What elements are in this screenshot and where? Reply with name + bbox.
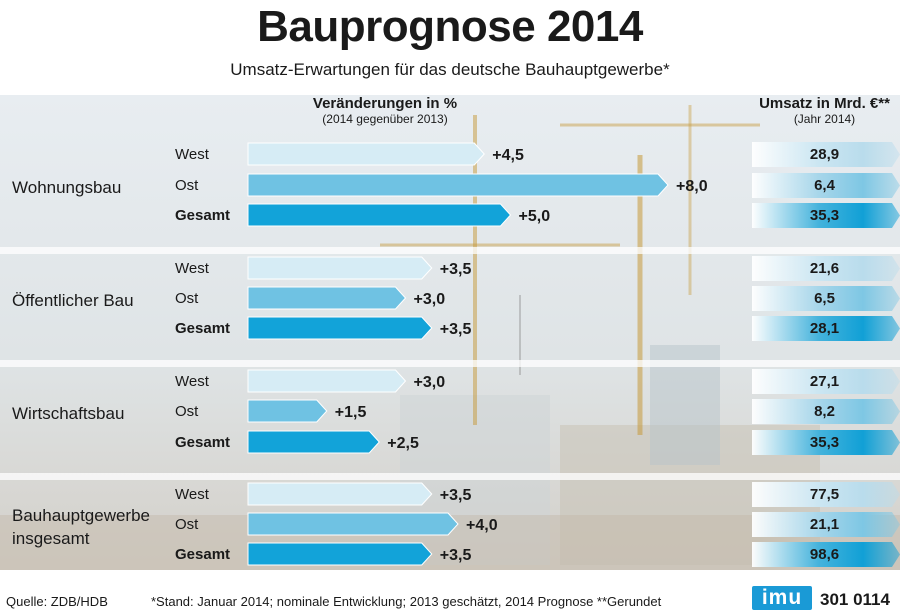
revenue-value: 27,1 <box>809 373 840 390</box>
change-value-label: +3,5 <box>440 261 472 278</box>
change-column-header: Veränderungen in % (2014 gegenüber 2013) <box>270 95 500 126</box>
revenue-band <box>752 482 900 507</box>
imu-logo: imu <box>752 586 812 610</box>
revenue-value: 8,2 <box>814 403 835 420</box>
group-label-wirtschaftsbau: Wirtschaftsbau <box>12 404 125 423</box>
source-note: Quelle: ZDB/HDB <box>6 594 108 609</box>
revenue-value: 77,5 <box>809 486 840 503</box>
revenue-value: 21,1 <box>809 516 840 533</box>
revenue-band <box>752 542 900 567</box>
revenue-band <box>752 430 900 455</box>
change-value-label: +8,0 <box>676 178 708 195</box>
change-value-label: +3,5 <box>440 487 472 504</box>
revenue-header-subtitle: (Jahr 2014) <box>793 112 856 126</box>
change-value-label: +5,0 <box>519 208 551 225</box>
change-bar-gesamt <box>247 316 433 340</box>
revenue-band <box>752 512 900 537</box>
revenue-value: 98,6 <box>809 546 840 563</box>
change-bar-ost <box>247 512 459 536</box>
footnote: *Stand: Januar 2014; nominale Entwicklun… <box>151 594 662 609</box>
change-value-label: +4,0 <box>466 517 498 534</box>
revenue-band <box>752 256 900 281</box>
group-separator <box>0 473 900 480</box>
row-label-west: West <box>175 486 209 503</box>
change-value-label: +3,0 <box>414 374 446 391</box>
row-label-gesamt: Gesamt <box>175 434 231 451</box>
row-label-west: West <box>175 260 209 277</box>
change-bar-west <box>247 142 485 166</box>
revenue-value: 35,3 <box>809 207 840 224</box>
change-value-label: +4,5 <box>492 147 524 164</box>
row-label-gesamt: Gesamt <box>175 546 231 563</box>
revenue-value: 28,1 <box>809 320 840 337</box>
row-label-ost: Ost <box>175 290 199 307</box>
change-value-label: +3,0 <box>414 291 446 308</box>
revenue-band <box>752 203 900 228</box>
change-bar-west <box>247 256 433 280</box>
row-label-gesamt: Gesamt <box>175 320 231 337</box>
revenue-band <box>752 316 900 341</box>
change-value-label: +3,5 <box>440 321 472 338</box>
change-bar-ost <box>247 286 407 310</box>
change-value-label: +1,5 <box>335 404 367 421</box>
change-bar-west <box>247 369 407 393</box>
change-header-title: Veränderungen in % <box>312 95 458 112</box>
row-label-west: West <box>175 373 209 390</box>
revenue-value: 21,6 <box>809 260 840 277</box>
group-separator <box>0 247 900 254</box>
revenue-band <box>752 173 900 198</box>
revenue-band <box>752 286 900 311</box>
group-label-wohnungsbau: Wohnungsbau <box>12 178 122 197</box>
group-separator <box>0 360 900 367</box>
change-value-label: +2,5 <box>387 435 419 452</box>
revenue-value: 35,3 <box>809 434 840 451</box>
change-bar-gesamt <box>247 430 380 454</box>
graphic-code: 301 0114 <box>820 590 890 609</box>
change-bar-west <box>247 482 433 506</box>
revenue-value: 28,9 <box>809 146 840 163</box>
row-label-gesamt: Gesamt <box>175 207 231 224</box>
revenue-header-title: Umsatz in Mrd. €** <box>759 95 890 112</box>
row-label-ost: Ost <box>175 516 199 533</box>
revenue-band <box>752 142 900 167</box>
revenue-column-header: Umsatz in Mrd. €** (Jahr 2014) <box>752 95 897 126</box>
revenue-band <box>752 369 900 394</box>
change-bar-ost <box>247 399 328 423</box>
change-bar-gesamt <box>247 203 512 227</box>
change-bar-gesamt <box>247 542 433 566</box>
revenue-value: 6,4 <box>814 177 835 194</box>
group-label-oeffentlicher-bau: Öffentlicher Bau <box>12 291 134 310</box>
row-label-ost: Ost <box>175 177 199 194</box>
chart-title: Bauprognose 2014 <box>257 2 643 51</box>
row-label-west: West <box>175 146 209 163</box>
change-bar-ost <box>247 173 669 197</box>
group-label-bauhauptgewerbe: Bauhauptgewerbe insgesamt <box>12 506 151 548</box>
row-label-ost: Ost <box>175 403 199 420</box>
change-value-label: +3,5 <box>440 547 472 564</box>
revenue-band <box>752 399 900 424</box>
chart-subtitle: Umsatz-Erwartungen für das deutsche Bauh… <box>230 60 670 79</box>
revenue-value: 6,5 <box>814 290 835 307</box>
change-header-subtitle: (2014 gegenüber 2013) <box>322 112 448 126</box>
